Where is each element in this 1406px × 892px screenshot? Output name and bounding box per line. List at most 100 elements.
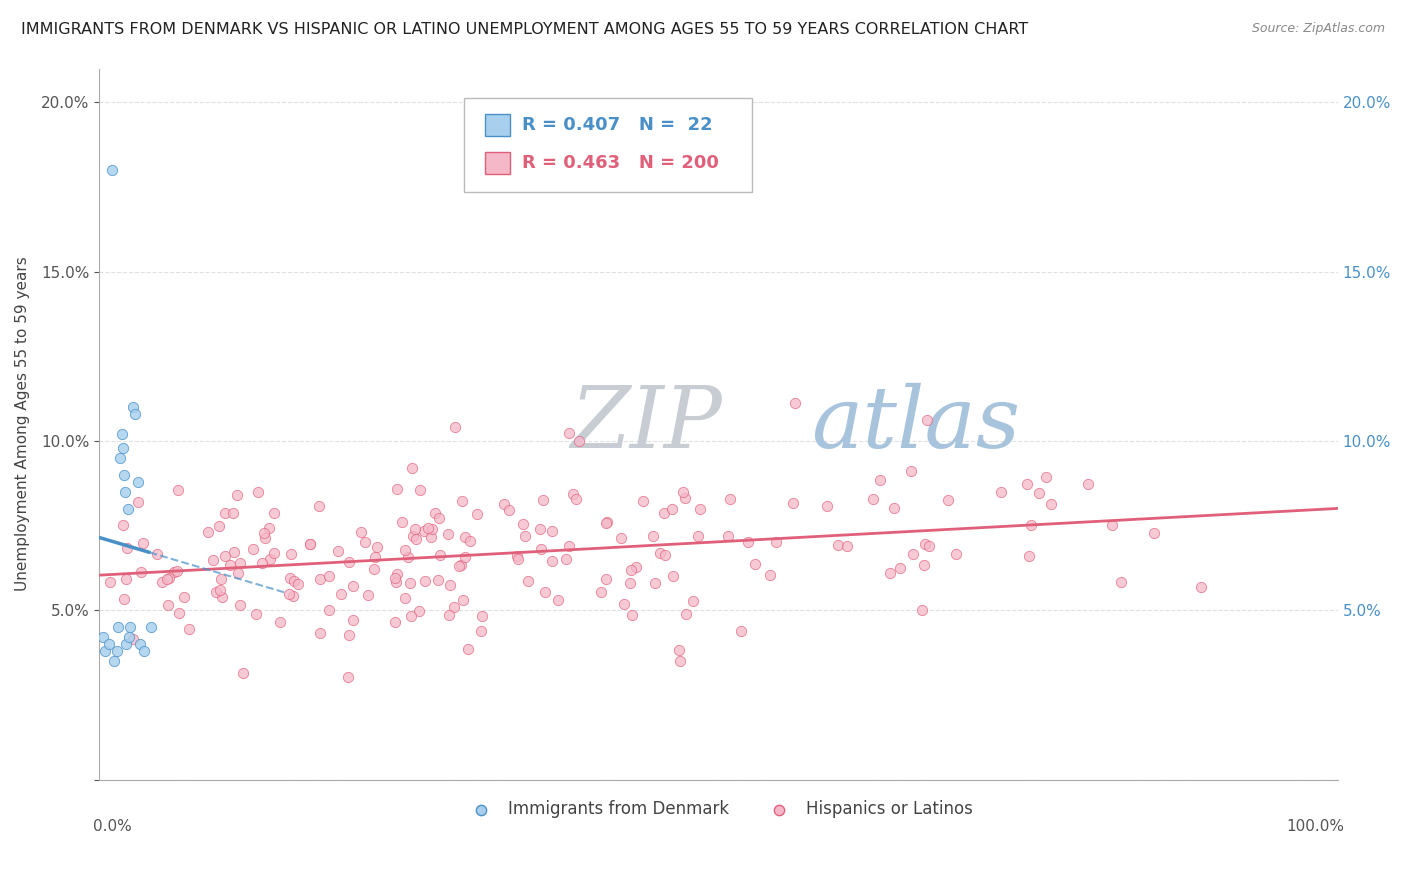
Point xyxy=(318,603,340,617)
Point xyxy=(457,641,479,656)
Point xyxy=(439,578,461,592)
Point xyxy=(990,485,1012,500)
Point xyxy=(1189,580,1212,594)
Point xyxy=(427,511,450,525)
Point xyxy=(111,441,134,455)
Point xyxy=(150,575,173,590)
Point xyxy=(208,518,231,533)
Text: ZIP: ZIP xyxy=(569,383,721,466)
Point xyxy=(201,553,224,567)
Point xyxy=(492,497,515,511)
Point xyxy=(815,499,838,513)
Point xyxy=(228,566,250,581)
Point xyxy=(280,547,302,561)
Point xyxy=(384,571,406,585)
Point xyxy=(900,464,922,478)
Point xyxy=(250,556,273,570)
Point xyxy=(197,524,219,539)
Point xyxy=(454,550,477,565)
Point xyxy=(117,501,139,516)
Point xyxy=(328,544,350,558)
Point xyxy=(366,540,388,554)
Point xyxy=(562,487,585,501)
Point xyxy=(471,609,494,624)
Point xyxy=(229,557,252,571)
Point xyxy=(730,624,752,638)
Point xyxy=(167,606,190,620)
Point xyxy=(115,637,138,651)
Point xyxy=(673,491,696,505)
Point xyxy=(391,515,413,529)
Point xyxy=(232,665,254,680)
Point xyxy=(889,561,911,575)
Point xyxy=(558,426,581,441)
Point xyxy=(936,492,959,507)
Point xyxy=(404,522,426,536)
Point xyxy=(541,524,564,539)
Point xyxy=(408,604,430,618)
Point xyxy=(342,613,364,627)
Point xyxy=(259,552,281,566)
Point xyxy=(613,597,636,611)
Point xyxy=(157,571,180,585)
Point xyxy=(269,615,291,630)
Point xyxy=(565,492,588,507)
Point xyxy=(827,538,849,552)
Point xyxy=(644,576,666,591)
Point xyxy=(513,529,536,543)
Point xyxy=(765,535,787,549)
Point xyxy=(330,587,353,601)
Point xyxy=(278,587,301,601)
Point xyxy=(555,552,578,566)
Point xyxy=(129,637,152,651)
Point xyxy=(112,467,135,482)
Point xyxy=(156,572,179,586)
Point xyxy=(141,620,163,634)
Point xyxy=(619,575,641,590)
Point xyxy=(1143,526,1166,541)
Point xyxy=(672,485,695,500)
Point xyxy=(661,502,683,516)
Point xyxy=(127,495,149,509)
Point xyxy=(118,631,141,645)
Point xyxy=(257,521,280,535)
Point xyxy=(420,522,443,536)
Point xyxy=(879,566,901,580)
Text: R = 0.407   N =  22: R = 0.407 N = 22 xyxy=(522,116,713,134)
Point xyxy=(308,499,330,513)
Point xyxy=(633,494,655,508)
Point xyxy=(163,565,186,579)
Point xyxy=(107,620,129,634)
Point xyxy=(281,589,304,603)
Point xyxy=(641,529,664,543)
Point xyxy=(716,529,738,543)
Point xyxy=(443,600,465,615)
Point xyxy=(914,537,936,551)
Point xyxy=(132,536,155,550)
Point xyxy=(883,501,905,516)
Point xyxy=(1077,476,1099,491)
Point xyxy=(405,532,427,546)
Point xyxy=(173,590,195,604)
Point xyxy=(308,625,330,640)
Point xyxy=(298,537,321,551)
Point xyxy=(110,450,132,465)
Point xyxy=(506,552,529,566)
Point xyxy=(309,573,332,587)
Point xyxy=(364,550,387,565)
Point xyxy=(1018,549,1040,564)
Point xyxy=(298,536,321,550)
Point xyxy=(426,573,449,587)
Point xyxy=(363,562,385,576)
Point xyxy=(394,542,416,557)
Point xyxy=(120,620,142,634)
Point xyxy=(222,506,245,520)
Point xyxy=(835,540,858,554)
Point xyxy=(517,574,540,588)
Point xyxy=(122,632,145,647)
Point xyxy=(652,506,675,520)
Point xyxy=(98,637,121,651)
Y-axis label: Unemployment Among Ages 55 to 59 years: Unemployment Among Ages 55 to 59 years xyxy=(15,257,30,591)
Legend: Immigrants from Denmark, Hispanics or Latinos: Immigrants from Denmark, Hispanics or La… xyxy=(458,793,979,824)
Point xyxy=(620,608,643,623)
